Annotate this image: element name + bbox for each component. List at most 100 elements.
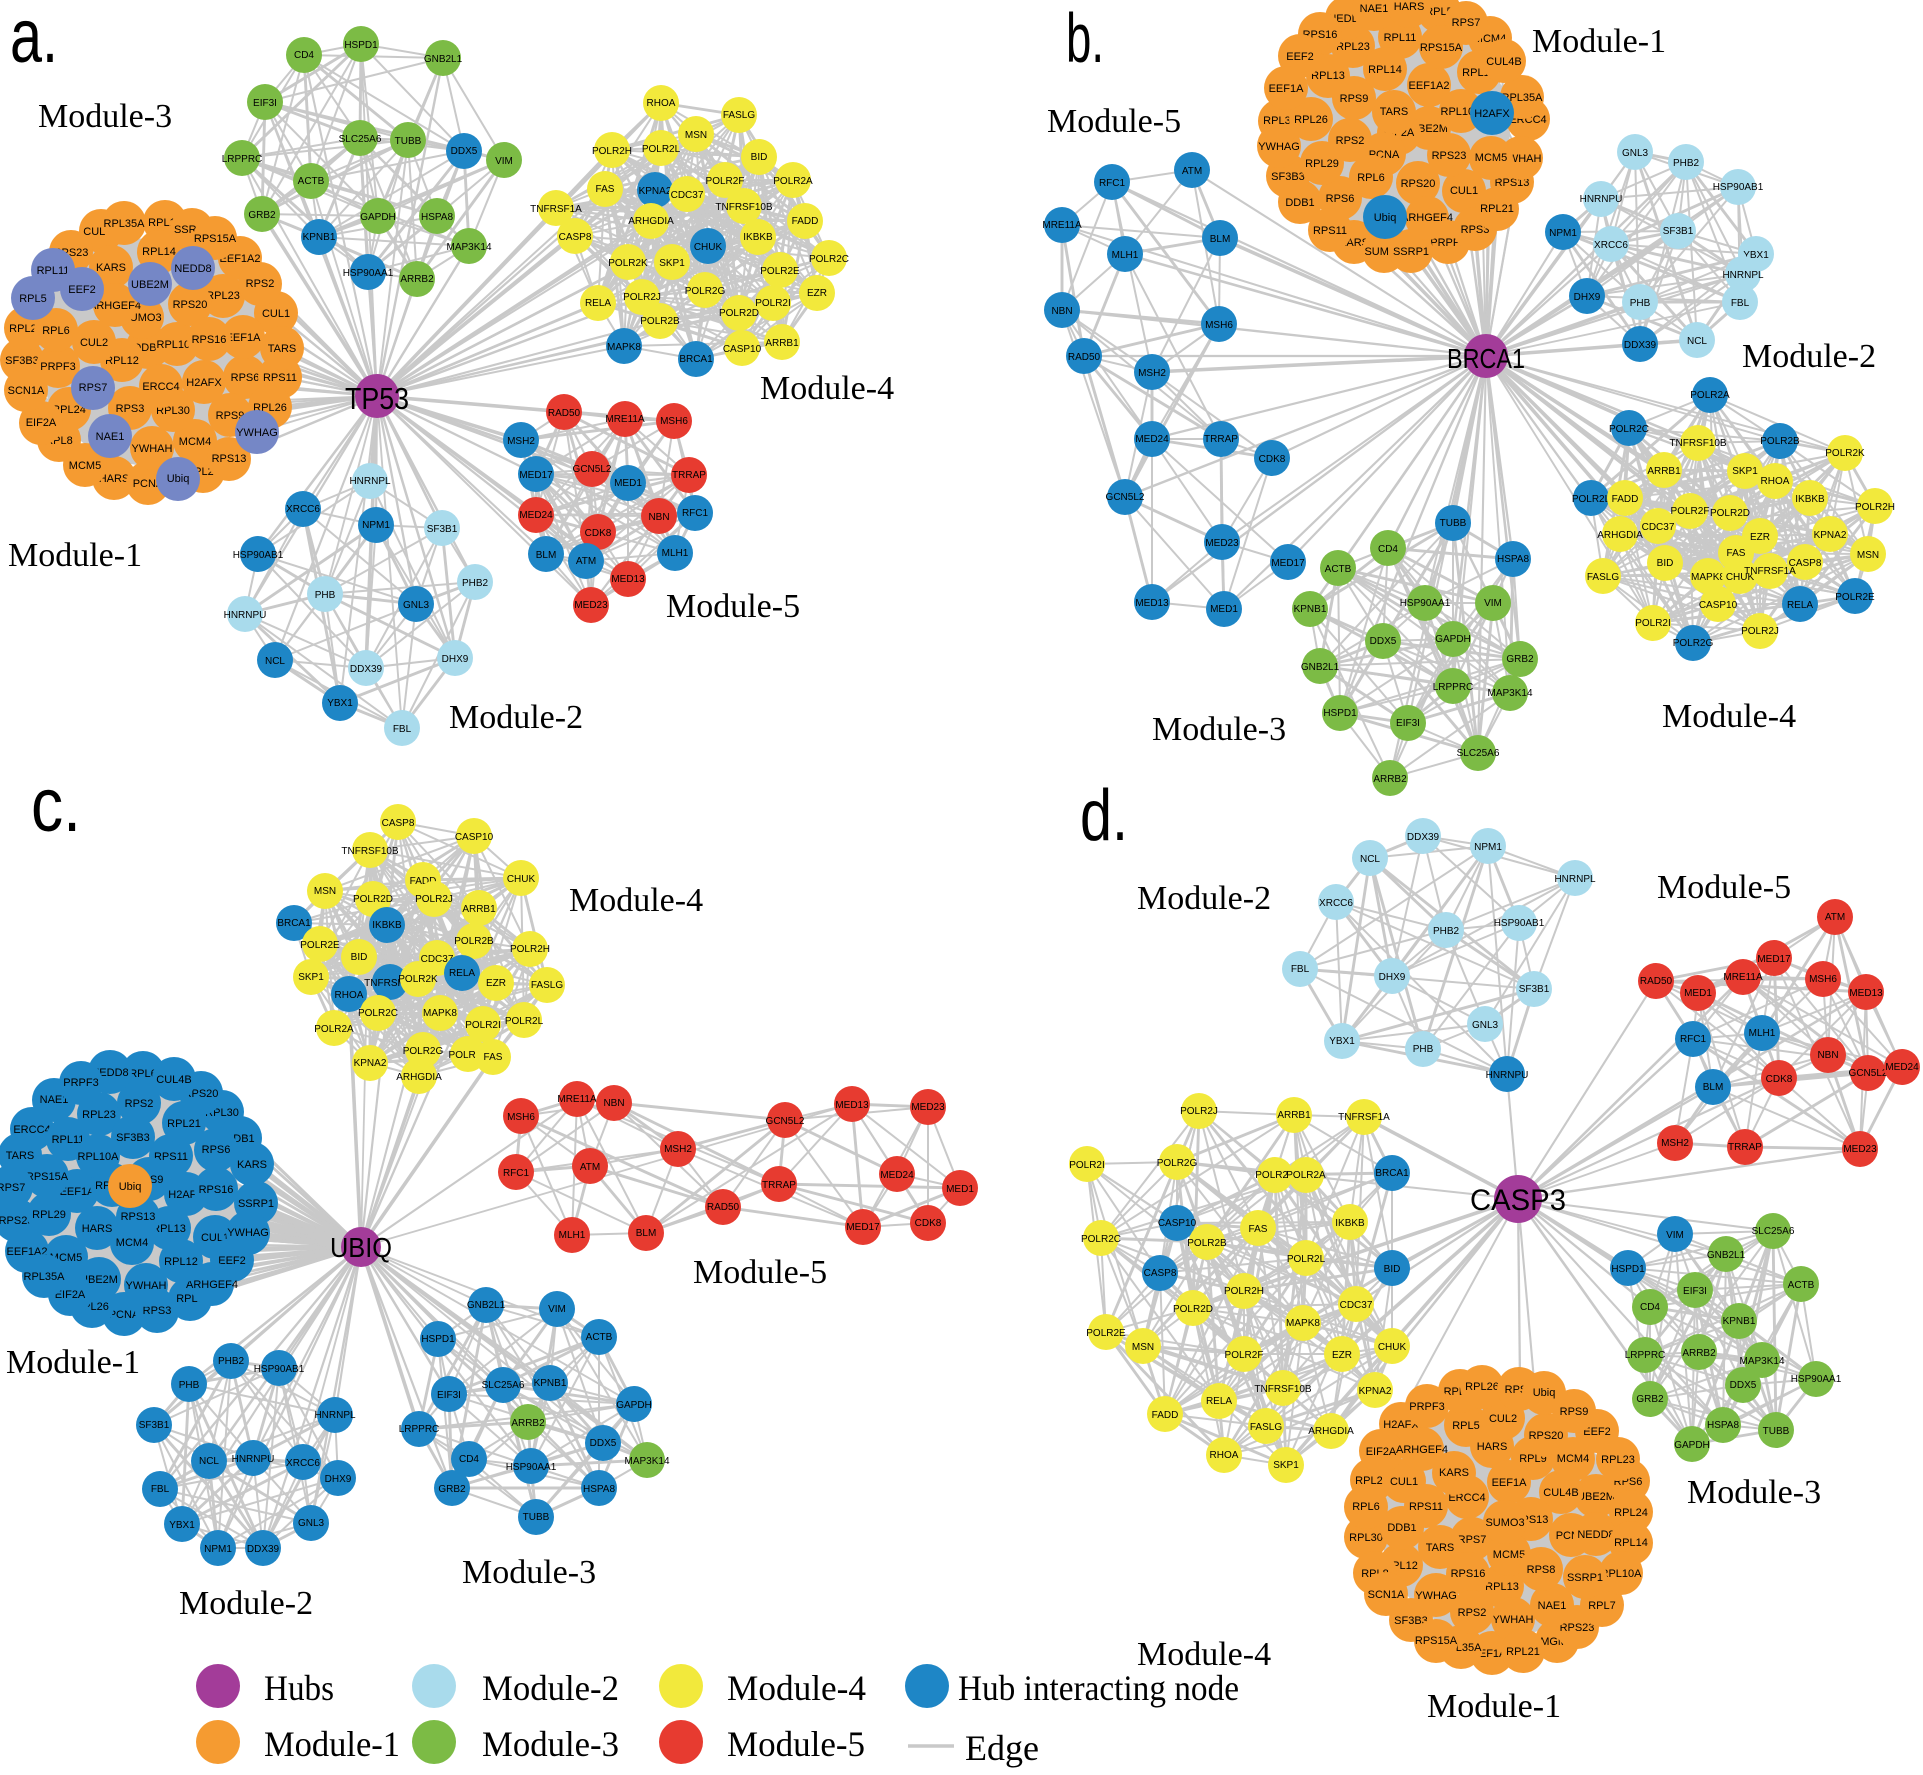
svg-text:POLR2D: POLR2D xyxy=(353,894,393,905)
svg-text:VIM: VIM xyxy=(495,156,513,167)
svg-text:POLR2A: POLR2A xyxy=(1690,390,1730,401)
svg-text:NAE1: NAE1 xyxy=(40,1094,69,1106)
svg-text:MRE11A: MRE11A xyxy=(605,414,645,425)
svg-text:LRPPRC: LRPPRC xyxy=(222,154,263,165)
svg-text:FAS: FAS xyxy=(1727,548,1746,559)
svg-text:HNRNPU: HNRNPU xyxy=(1486,1070,1529,1081)
svg-text:BID: BID xyxy=(351,952,368,963)
svg-text:POLR2B: POLR2B xyxy=(454,936,494,947)
svg-text:Module-4: Module-4 xyxy=(569,882,703,919)
svg-text:EIF2A: EIF2A xyxy=(1366,1446,1397,1458)
svg-text:MED17: MED17 xyxy=(1757,954,1791,965)
svg-text:CASP10: CASP10 xyxy=(723,344,762,355)
svg-text:ACTB: ACTB xyxy=(298,176,325,187)
svg-text:DHX9: DHX9 xyxy=(1574,292,1601,303)
svg-text:MAPK8: MAPK8 xyxy=(1691,572,1725,583)
svg-text:POLR2I: POLR2I xyxy=(1069,1160,1105,1171)
svg-text:Ubiq: Ubiq xyxy=(1533,1387,1556,1399)
svg-text:ARHGEF4: ARHGEF4 xyxy=(1401,212,1453,224)
svg-text:MED24: MED24 xyxy=(519,510,553,521)
svg-text:RPL30: RPL30 xyxy=(1263,115,1297,127)
svg-text:NPM1: NPM1 xyxy=(1549,228,1577,239)
svg-text:MSH6: MSH6 xyxy=(507,1112,535,1123)
svg-text:SKP1: SKP1 xyxy=(659,258,685,269)
svg-text:RPS6: RPS6 xyxy=(202,1144,231,1156)
svg-text:MSH2: MSH2 xyxy=(664,1144,692,1155)
svg-text:MRE11A: MRE11A xyxy=(1723,972,1763,983)
svg-text:RPS20: RPS20 xyxy=(1529,1430,1564,1442)
svg-text:HSP90AA1: HSP90AA1 xyxy=(343,268,394,279)
svg-text:Module-5: Module-5 xyxy=(666,588,800,625)
svg-text:NBN: NBN xyxy=(1051,306,1072,317)
svg-text:SSRP1: SSRP1 xyxy=(238,1198,274,1210)
svg-text:IKBKB: IKBKB xyxy=(1335,1218,1365,1229)
svg-text:MSN: MSN xyxy=(685,130,707,141)
svg-text:DDX39: DDX39 xyxy=(350,664,383,675)
svg-text:Module-5: Module-5 xyxy=(1657,869,1791,906)
svg-text:RPL11: RPL11 xyxy=(1384,32,1417,44)
svg-text:GRB2: GRB2 xyxy=(1636,1394,1664,1405)
svg-text:ATM: ATM xyxy=(576,556,596,567)
svg-text:MAP3K14: MAP3K14 xyxy=(446,242,491,253)
svg-text:BRCA1: BRCA1 xyxy=(1375,1168,1409,1179)
svg-text:BLM: BLM xyxy=(1703,1082,1724,1093)
svg-text:DDX39: DDX39 xyxy=(1624,340,1657,351)
svg-text:PHB2: PHB2 xyxy=(1673,158,1700,169)
svg-text:Module-1: Module-1 xyxy=(264,1724,400,1764)
svg-text:EIF3I: EIF3I xyxy=(437,1390,461,1401)
svg-text:POLR2A: POLR2A xyxy=(1286,1170,1326,1181)
svg-text:CASP8: CASP8 xyxy=(559,232,592,243)
svg-text:RHOA: RHOA xyxy=(1761,476,1790,487)
svg-text:MCM5: MCM5 xyxy=(69,460,101,472)
svg-text:POLR2B: POLR2B xyxy=(640,316,680,327)
svg-text:POLR2I: POLR2I xyxy=(1635,618,1671,629)
svg-text:MSH2: MSH2 xyxy=(507,436,535,447)
svg-text:TNFRSF10B: TNFRSF10B xyxy=(1254,1384,1312,1395)
svg-text:MLH1: MLH1 xyxy=(559,1230,586,1241)
svg-text:SKP1: SKP1 xyxy=(1273,1460,1299,1471)
svg-text:SF3B3: SF3B3 xyxy=(5,355,39,367)
svg-text:YWHAH: YWHAH xyxy=(132,443,173,455)
svg-text:MLH1: MLH1 xyxy=(662,548,689,559)
svg-text:POLR2D: POLR2D xyxy=(1173,1304,1213,1315)
svg-text:RELA: RELA xyxy=(585,298,611,309)
svg-text:RELA: RELA xyxy=(1206,1396,1232,1407)
svg-text:XRCC6: XRCC6 xyxy=(286,504,320,515)
svg-text:DDB1: DDB1 xyxy=(1387,1522,1416,1534)
svg-text:HSP90AA1: HSP90AA1 xyxy=(1400,598,1451,609)
svg-text:ARRB1: ARRB1 xyxy=(765,338,799,349)
svg-text:RPS2: RPS2 xyxy=(1336,135,1365,147)
svg-text:Module-4: Module-4 xyxy=(760,370,894,407)
svg-text:ARHGDIA: ARHGDIA xyxy=(628,216,674,227)
svg-text:CDK8: CDK8 xyxy=(915,1218,942,1229)
svg-text:EZR: EZR xyxy=(1332,1350,1352,1361)
svg-text:Module-1: Module-1 xyxy=(6,1344,140,1381)
svg-text:Module-5: Module-5 xyxy=(1047,103,1181,140)
svg-text:Module-5: Module-5 xyxy=(727,1724,865,1764)
svg-text:HSPD1: HSPD1 xyxy=(1323,708,1357,719)
svg-text:EIF2A: EIF2A xyxy=(26,417,57,429)
svg-text:MCM5: MCM5 xyxy=(1493,1549,1525,1561)
svg-text:NAE1: NAE1 xyxy=(1360,3,1389,15)
svg-text:RPL35A: RPL35A xyxy=(104,218,146,230)
svg-text:RPL29: RPL29 xyxy=(1305,158,1339,170)
svg-text:POLR2E: POLR2E xyxy=(300,940,340,951)
svg-text:HNRNPL: HNRNPL xyxy=(314,1410,356,1421)
svg-text:ATM: ATM xyxy=(1825,912,1845,923)
svg-text:Module-4: Module-4 xyxy=(727,1668,866,1708)
svg-text:GNB2L1: GNB2L1 xyxy=(1707,1250,1746,1261)
svg-text:YBX1: YBX1 xyxy=(1329,1036,1355,1047)
svg-text:HNRNPU: HNRNPU xyxy=(224,610,267,621)
svg-text:POLR2G: POLR2G xyxy=(1673,638,1714,649)
svg-text:RPS23: RPS23 xyxy=(1432,150,1467,162)
svg-text:MED1: MED1 xyxy=(614,478,642,489)
svg-text:RPL13: RPL13 xyxy=(1311,70,1345,82)
svg-text:FADD: FADD xyxy=(1612,494,1639,505)
svg-text:POLR2E: POLR2E xyxy=(1835,592,1875,603)
svg-text:ATM: ATM xyxy=(580,1162,600,1173)
svg-text:RPS2: RPS2 xyxy=(246,278,275,290)
svg-text:HNRNPL: HNRNPL xyxy=(1722,270,1764,281)
svg-text:FASLG: FASLG xyxy=(1250,1422,1282,1433)
svg-text:RPS9: RPS9 xyxy=(1340,93,1369,105)
svg-text:MED17: MED17 xyxy=(846,1222,880,1233)
